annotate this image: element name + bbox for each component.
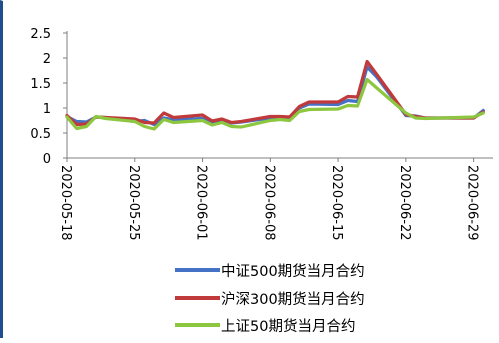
legend-label: 中证500期货当月合约 xyxy=(221,263,365,280)
y-axis: 0 0.5 1 1.5 2 2.5 xyxy=(30,27,68,167)
y-tick-label: 1 xyxy=(43,102,51,117)
x-tick-label: 2020-06-29 xyxy=(465,165,480,241)
legend-label: 沪深300期货当月合约 xyxy=(221,291,365,308)
x-axis: 2020-05-18 2020-05-25 2020-06-01 2020-06-08… xyxy=(58,157,493,241)
legend-label: 上证50期货当月合约 xyxy=(221,318,355,335)
x-tick-label: 2020-06-08 xyxy=(261,165,276,241)
y-tick-label: 2 xyxy=(43,52,51,67)
x-tick-label: 2020-06-15 xyxy=(329,165,344,241)
x-tick-label: 2020-05-18 xyxy=(58,165,73,241)
line-chart: 0 0.5 1 1.5 2 2.5 2020-05-18 2020-05-25 2020-06… xyxy=(30,27,493,335)
x-tick-label: 2020-06-22 xyxy=(397,165,412,241)
y-tick-label: 0 xyxy=(43,152,51,167)
x-tick-label: 2020-05-25 xyxy=(126,165,141,241)
x-tick-label: 2020-06-01 xyxy=(194,165,209,241)
y-tick-label: 2.5 xyxy=(30,27,51,42)
series-layer xyxy=(65,59,485,131)
series-line-2 xyxy=(65,59,485,127)
y-tick-label: 0.5 xyxy=(30,127,51,142)
y-tick-label: 1.5 xyxy=(30,77,51,92)
series-line-3 xyxy=(65,77,485,131)
